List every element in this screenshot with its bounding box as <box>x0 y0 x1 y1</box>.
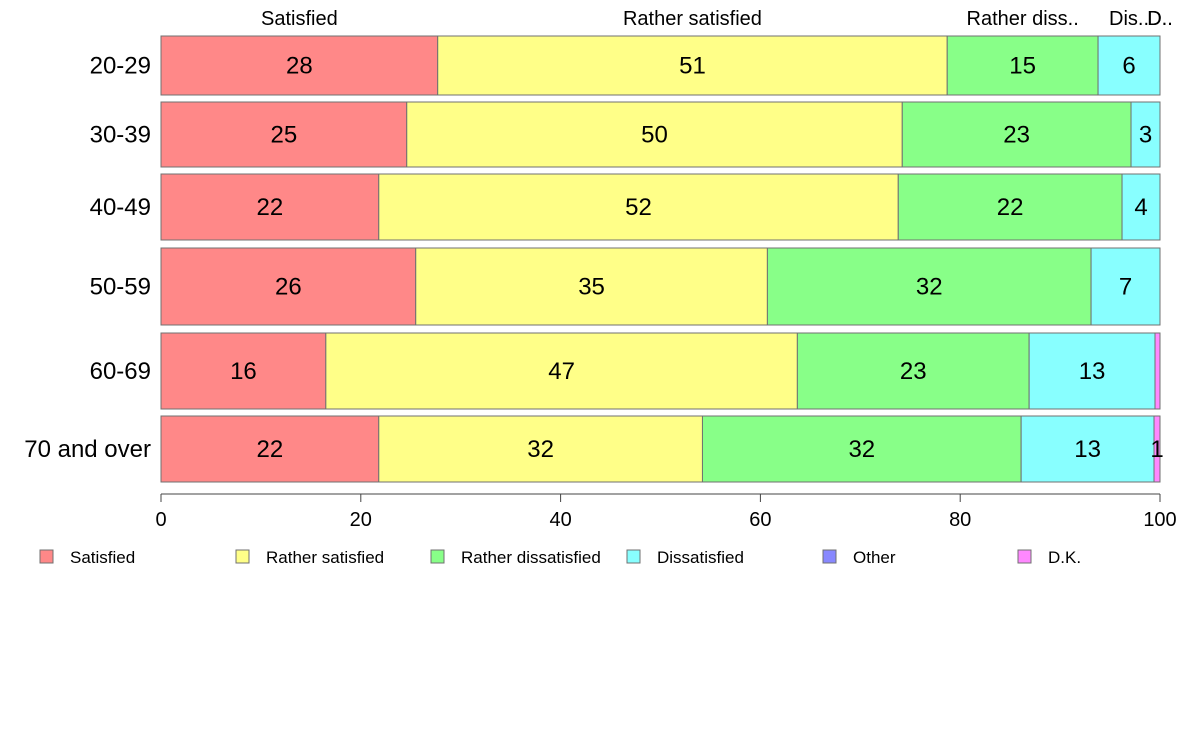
bar-segment <box>160 35 439 96</box>
legend: Satisfied Rather satisfied Rather dissatis… <box>39 548 1081 567</box>
legend-swatch <box>235 549 250 564</box>
data-label: 47 <box>548 358 575 385</box>
legend-label: Dissatisfied <box>657 548 744 567</box>
bar-segment <box>406 101 903 168</box>
bar-segment <box>796 332 1030 410</box>
category-label: 20-29 <box>90 53 151 80</box>
category-label: 70 and over <box>24 436 151 463</box>
top-series-label: Rather diss.. <box>967 8 1079 30</box>
data-label: 28 <box>286 53 313 80</box>
data-label: 52 <box>625 194 652 221</box>
legend-label: Other <box>853 548 896 567</box>
category-label: 30-39 <box>90 122 151 149</box>
bar-segment <box>160 101 408 168</box>
data-label: 32 <box>527 436 554 463</box>
category-label: 60-69 <box>90 358 151 385</box>
bar-segment <box>1090 247 1161 326</box>
legend-swatch <box>39 549 54 564</box>
legend-swatch <box>822 549 837 564</box>
legend-label: Rather satisfied <box>266 548 384 567</box>
top-series-label: Dis.. <box>1109 8 1149 30</box>
legend-swatch <box>626 549 641 564</box>
data-label: 15 <box>1009 53 1036 80</box>
x-tick-label: 60 <box>749 509 771 531</box>
data-label: 22 <box>257 194 284 221</box>
bar-segment <box>1153 415 1161 483</box>
data-label: 32 <box>848 436 875 463</box>
data-label: 23 <box>1003 122 1030 149</box>
data-label: 35 <box>578 274 605 301</box>
bar-segment <box>1154 332 1161 410</box>
data-label: 6 <box>1122 53 1135 80</box>
bar-segment <box>1097 35 1161 96</box>
bar-segment <box>415 247 768 326</box>
bar-segment <box>378 415 703 483</box>
bar-segment <box>1028 332 1156 410</box>
legend-swatch <box>430 549 445 564</box>
bar-segment <box>1121 173 1161 241</box>
top-series-label: D.. <box>1147 8 1173 30</box>
data-label: 23 <box>900 358 927 385</box>
legend-label: Rather dissatisfied <box>461 548 601 567</box>
x-tick-label: 100 <box>1143 509 1176 531</box>
bar-segment <box>766 247 1092 326</box>
bar-segment <box>901 101 1132 168</box>
bar-segment <box>325 332 798 410</box>
bar-segment <box>160 247 417 326</box>
data-label: 1 <box>1150 436 1163 463</box>
data-label: 4 <box>1134 194 1147 221</box>
data-label: 22 <box>997 194 1024 221</box>
bar-segment <box>701 415 1022 483</box>
bars-group <box>160 35 1161 483</box>
top-series-labels-group: Satisfied Rather satisfied Rather diss.. Di… <box>261 8 1173 30</box>
bar-segment <box>160 332 327 410</box>
data-label: 3 <box>1139 122 1152 149</box>
data-label: 50 <box>641 122 668 149</box>
x-axis: 0 20 40 60 80 100 <box>155 493 1177 531</box>
data-label: 13 <box>1079 358 1106 385</box>
legend-label: D.K. <box>1048 548 1081 567</box>
bar-segment <box>160 415 380 483</box>
top-series-label: Rather satisfied <box>623 8 762 30</box>
category-label: 40-49 <box>90 194 151 221</box>
x-tick-label: 0 <box>155 509 166 531</box>
data-label: 16 <box>230 358 257 385</box>
data-label: 22 <box>257 436 284 463</box>
bar-segment <box>946 35 1099 96</box>
bar-segment <box>378 173 899 241</box>
data-label: 13 <box>1074 436 1101 463</box>
top-series-label: Satisfied <box>261 8 338 30</box>
data-label: 32 <box>916 274 943 301</box>
data-label: 51 <box>679 53 706 80</box>
category-label: 50-59 <box>90 274 151 301</box>
bar-segment <box>437 35 948 96</box>
data-labels-group: 28 51 15 6 25 50 23 3 22 52 22 4 26 35 32 7 16 47 23 13 22 32… <box>230 53 1164 464</box>
legend-label: Satisfied <box>70 548 135 567</box>
x-tick-label: 80 <box>949 509 971 531</box>
legend-swatch <box>1017 549 1032 564</box>
bar-segment <box>160 173 380 241</box>
x-tick-label: 40 <box>549 509 571 531</box>
data-label: 7 <box>1119 274 1132 301</box>
x-tick-label: 20 <box>350 509 372 531</box>
data-label: 26 <box>275 274 302 301</box>
data-label: 25 <box>271 122 298 149</box>
category-labels-group: 20-29 30-39 40-49 50-59 60-69 70 and over <box>24 53 151 464</box>
bar-segment <box>1130 101 1161 168</box>
top-series-label: D.. <box>1147 8 1173 30</box>
